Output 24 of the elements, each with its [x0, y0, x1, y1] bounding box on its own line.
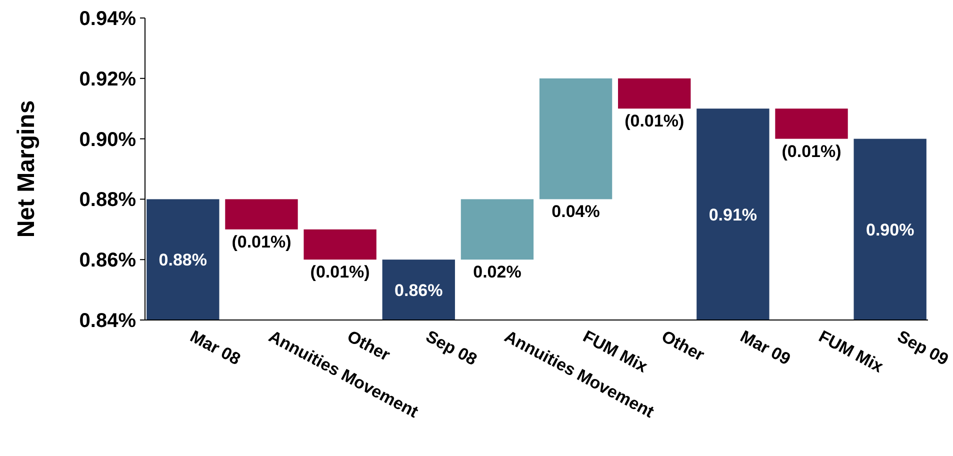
x-tick-label: Sep 09: [894, 326, 952, 370]
x-tick-label: Other: [344, 326, 394, 365]
data-label: 0.88%: [158, 250, 208, 270]
data-label: (0.01%): [232, 232, 292, 252]
y-axis-title: Net Margins: [13, 100, 40, 238]
y-tick-label: 0.90%: [79, 128, 136, 151]
data-label: 0.90%: [866, 220, 914, 240]
x-tick-label: Mar 08: [187, 326, 244, 369]
x-tick-label: Mar 09: [737, 326, 794, 369]
data-label: (0.01%): [310, 262, 370, 282]
data-label: 0.91%: [708, 205, 758, 224]
x-tick-label: Other: [658, 326, 708, 365]
y-tick-label: 0.86%: [79, 250, 136, 272]
data-label: 0.02%: [473, 262, 522, 282]
x-tick-label: FUM Mix: [816, 326, 887, 377]
y-tick-label: 0.92%: [79, 68, 136, 90]
data-label: (0.01%): [782, 142, 842, 161]
data-label: (0.01%): [624, 112, 684, 131]
y-tick-label: 0.88%: [79, 189, 136, 212]
data-label: 0.86%: [394, 280, 443, 300]
y-tick-label: 0.84%: [79, 310, 136, 332]
data-label: 0.04%: [552, 202, 600, 222]
y-tick-label: 0.94%: [79, 8, 136, 30]
x-tick-label: Sep 08: [422, 326, 480, 370]
